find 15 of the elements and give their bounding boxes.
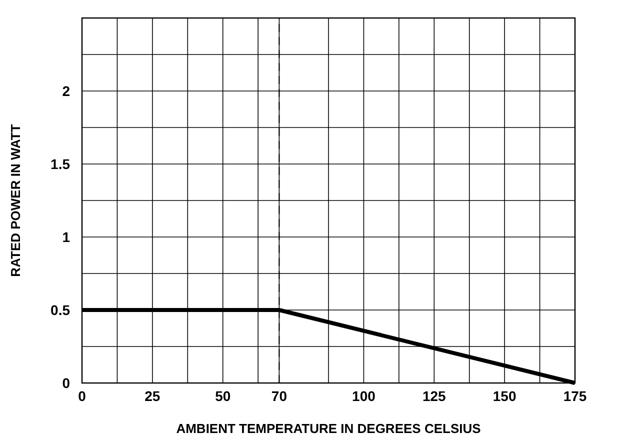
y-tick-label: 0.5	[50, 302, 70, 318]
x-tick-label: 100	[352, 388, 376, 404]
y-tick-label: 1.5	[50, 156, 70, 172]
x-tick-label: 175	[563, 388, 587, 404]
x-tick-label: 125	[422, 388, 446, 404]
y-tick-label: 2	[62, 83, 70, 99]
y-axis-title: RATED POWER IN WATT	[8, 124, 23, 277]
x-tick-label: 70	[271, 388, 288, 404]
x-tick-label: 25	[144, 388, 160, 404]
y-tick-label: 0	[62, 375, 70, 391]
x-axis-title: AMBIENT TEMPERATURE IN DEGREES CELSIUS	[176, 421, 482, 436]
x-tick-label: 50	[215, 388, 231, 404]
y-tick-label: 1	[62, 229, 70, 245]
x-tick-label: 0	[78, 388, 86, 404]
x-tick-label: 150	[492, 388, 516, 404]
